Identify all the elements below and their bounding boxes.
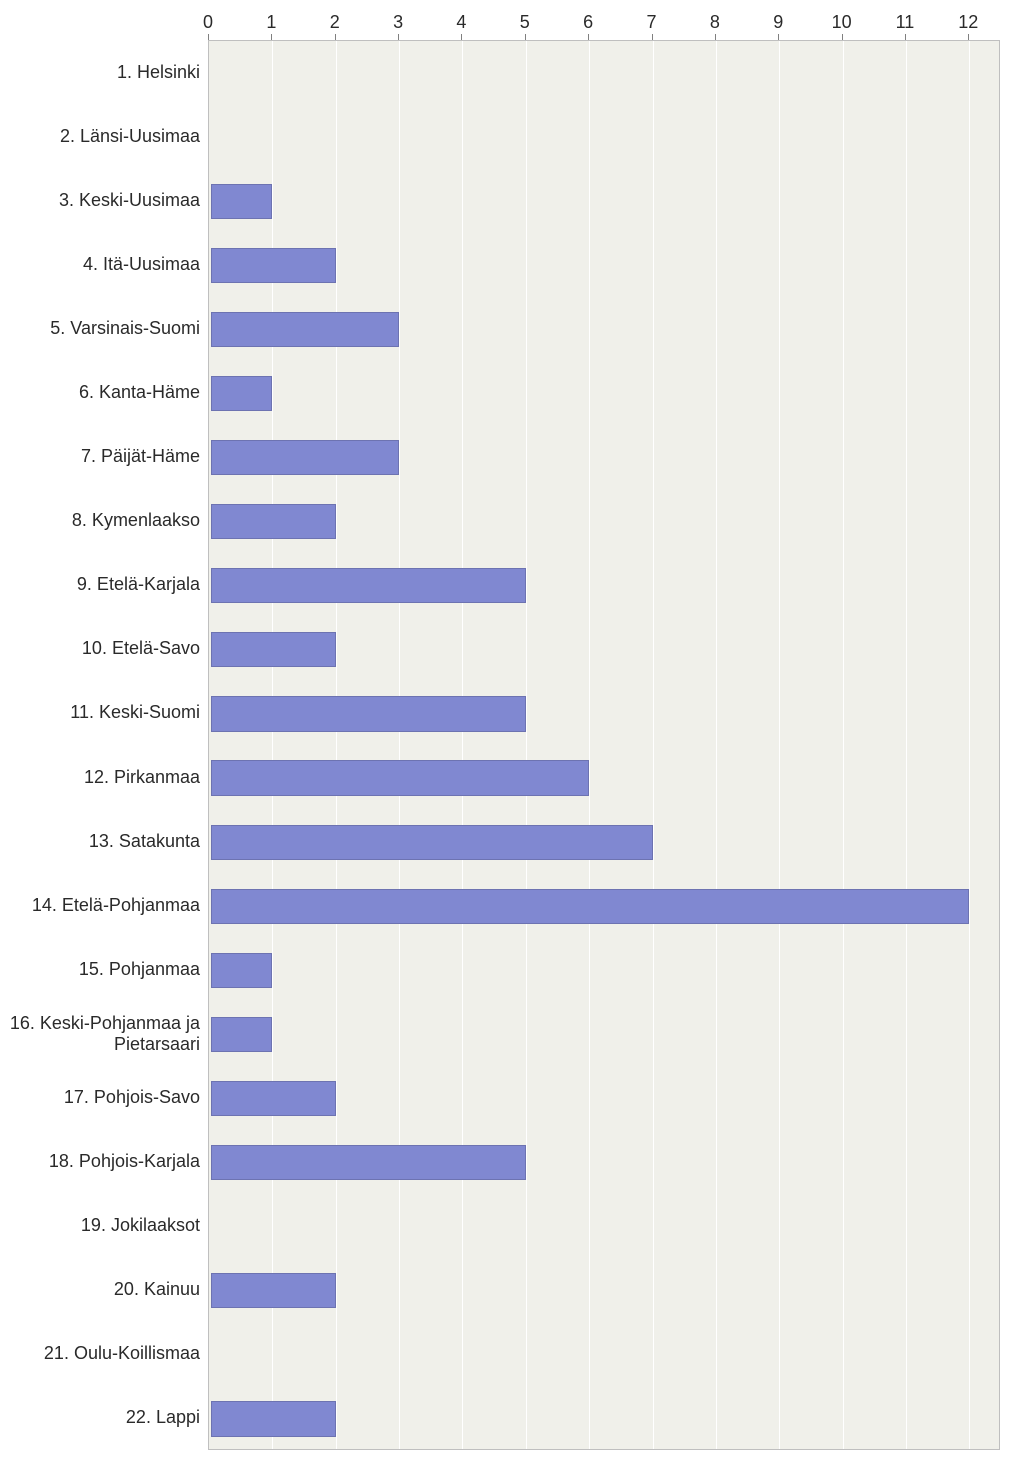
category-label: 8. Kymenlaakso (0, 510, 200, 531)
gridline (462, 41, 463, 1449)
gridline (779, 41, 780, 1449)
gridline (653, 41, 654, 1449)
bar (211, 1017, 272, 1052)
xaxis-label: 3 (393, 12, 403, 33)
xaxis-tick (271, 34, 272, 40)
category-label: 20. Kainuu (0, 1279, 200, 1300)
xaxis-tick (968, 34, 969, 40)
bar (211, 568, 526, 603)
xaxis-tick (905, 34, 906, 40)
xaxis-tick (335, 34, 336, 40)
category-label: 15. Pohjanmaa (0, 959, 200, 980)
gridline (906, 41, 907, 1449)
xaxis-tick (398, 34, 399, 40)
category-label: 18. Pohjois-Karjala (0, 1151, 200, 1172)
category-label: 16. Keski-Pohjanmaa ja Pietarsaari (0, 1013, 200, 1054)
bar (211, 1273, 336, 1308)
xaxis-label: 2 (330, 12, 340, 33)
category-label: 5. Varsinais-Suomi (0, 318, 200, 339)
xaxis-tick (588, 34, 589, 40)
xaxis-label: 7 (647, 12, 657, 33)
xaxis-label: 8 (710, 12, 720, 33)
category-label: 22. Lappi (0, 1407, 200, 1428)
category-label: 11. Keski-Suomi (0, 702, 200, 723)
bar (211, 953, 272, 988)
bar (211, 504, 336, 539)
plot-area (208, 40, 1000, 1450)
category-label: 13. Satakunta (0, 831, 200, 852)
gridline (969, 41, 970, 1449)
bar (211, 1145, 526, 1180)
category-label: 10. Etelä-Savo (0, 638, 200, 659)
bar (211, 440, 399, 475)
category-label: 17. Pohjois-Savo (0, 1087, 200, 1108)
category-label: 4. Itä-Uusimaa (0, 254, 200, 275)
xaxis-tick (652, 34, 653, 40)
xaxis-label: 12 (958, 12, 978, 33)
gridline (526, 41, 527, 1449)
category-label: 9. Etelä-Karjala (0, 574, 200, 595)
category-label: 21. Oulu-Koillismaa (0, 1343, 200, 1364)
gridline (843, 41, 844, 1449)
xaxis-tick (715, 34, 716, 40)
xaxis-label: 6 (583, 12, 593, 33)
xaxis-tick (208, 34, 209, 40)
xaxis-label: 9 (773, 12, 783, 33)
xaxis-label: 1 (266, 12, 276, 33)
bar (211, 248, 336, 283)
bar (211, 889, 969, 924)
bar (211, 696, 526, 731)
category-label: 19. Jokilaaksot (0, 1215, 200, 1236)
category-label: 1. Helsinki (0, 62, 200, 83)
category-label: 12. Pirkanmaa (0, 767, 200, 788)
xaxis-tick (461, 34, 462, 40)
bar (211, 825, 653, 860)
bar (211, 632, 336, 667)
xaxis-tick (778, 34, 779, 40)
category-label: 2. Länsi-Uusimaa (0, 126, 200, 147)
category-label: 6. Kanta-Häme (0, 382, 200, 403)
bar (211, 184, 272, 219)
bar (211, 760, 589, 795)
gridline (716, 41, 717, 1449)
xaxis-tick (842, 34, 843, 40)
bar (211, 1401, 336, 1436)
bar (211, 376, 272, 411)
category-label: 14. Etelä-Pohjanmaa (0, 895, 200, 916)
xaxis-tick (525, 34, 526, 40)
xaxis-label: 5 (520, 12, 530, 33)
bar-chart: 01234567891011121. Helsinki2. Länsi-Uusi… (0, 0, 1024, 1481)
category-label: 3. Keski-Uusimaa (0, 190, 200, 211)
bar (211, 312, 399, 347)
xaxis-label: 4 (456, 12, 466, 33)
xaxis-label: 0 (203, 12, 213, 33)
gridline (589, 41, 590, 1449)
xaxis-label: 11 (896, 12, 915, 33)
gridline (399, 41, 400, 1449)
category-label: 7. Päijät-Häme (0, 446, 200, 467)
bar (211, 1081, 336, 1116)
gridline (336, 41, 337, 1449)
xaxis-label: 10 (832, 12, 852, 33)
